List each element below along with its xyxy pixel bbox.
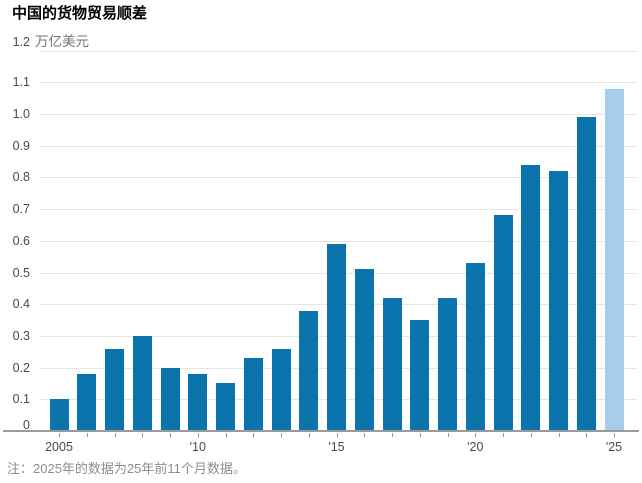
x-axis-tickmark — [253, 432, 255, 437]
x-axis-line — [3, 430, 639, 432]
bar-2007 — [105, 349, 124, 431]
bar-2017 — [382, 298, 402, 431]
x-axis-tickmark — [336, 432, 338, 437]
gridline — [40, 240, 637, 242]
x-axis-tickmark — [59, 432, 60, 437]
bar-2016 — [354, 269, 374, 431]
x-axis-tickmark — [586, 432, 588, 437]
x-axis-tickmark — [503, 432, 504, 437]
x-axis-tickmark — [530, 432, 532, 437]
gridline — [40, 50, 637, 52]
bar-2021 — [493, 215, 513, 431]
bar-2023 — [549, 171, 568, 431]
bar-2015 — [327, 244, 346, 431]
y-axis-tick-label: 0.5 — [12, 265, 30, 280]
x-axis-tickmark — [170, 432, 171, 437]
bar-2018 — [410, 320, 430, 431]
x-axis-tickmark — [308, 432, 310, 437]
bar-2019 — [438, 298, 457, 431]
x-axis-tick-label: '20 — [467, 440, 484, 454]
bar-2008 — [132, 336, 152, 431]
gridline — [40, 82, 637, 84]
y-axis-tick-label: 0.9 — [12, 138, 30, 153]
x-axis-tickmark — [475, 432, 477, 437]
gridline — [40, 209, 637, 211]
x-axis-tickmark — [142, 432, 144, 437]
y-axis-tick-label: 0.2 — [12, 360, 30, 375]
y-axis-tick-label: 0 — [23, 418, 30, 432]
x-axis-tickmark — [225, 432, 227, 437]
bar-2020 — [465, 263, 485, 431]
y-axis-tick-label: 0.4 — [12, 297, 30, 312]
x-axis-tickmark — [281, 432, 282, 437]
bar-2022 — [521, 165, 541, 431]
bar-2024 — [576, 117, 596, 431]
x-axis-tickmark — [614, 432, 615, 437]
y-axis-tick-label: 1.0 — [12, 107, 30, 121]
x-axis-tickmark — [558, 432, 560, 437]
x-axis-tickmark — [392, 432, 393, 437]
bar-2010 — [188, 374, 208, 431]
chart-title: 中国的货物贸易顺差 — [12, 5, 148, 22]
x-axis-tick-label: '10 — [189, 440, 206, 454]
y-axis-tick-label: 0.8 — [12, 170, 30, 185]
x-axis-tickmark — [86, 432, 88, 437]
y-axis-tick-label: 0.7 — [12, 202, 30, 217]
x-axis-tickmark — [114, 432, 116, 437]
x-axis-tickmark — [364, 432, 366, 437]
gridline — [40, 145, 637, 147]
x-axis-tick-label: '15 — [328, 440, 345, 454]
bar-2014 — [299, 311, 319, 431]
bar-2009 — [160, 368, 180, 431]
gridline — [40, 114, 637, 115]
y-axis-tick-label: 0.3 — [12, 328, 30, 343]
bar-2013 — [271, 349, 291, 431]
y-axis-tick-label: 0.1 — [12, 392, 30, 407]
x-axis-tickmark — [447, 432, 449, 437]
x-axis-tick-label: 2005 — [45, 440, 73, 454]
bar-2011 — [216, 383, 235, 431]
chart-footnote: 注：2025年的数据为25年前11个月数据。 — [7, 461, 246, 476]
x-axis-tickmark — [419, 432, 421, 437]
gridline — [40, 177, 637, 179]
bar-2025 — [604, 89, 624, 431]
y-axis-unit-label: 万亿美元 — [35, 34, 89, 49]
y-axis-tick-label: 1.1 — [12, 75, 30, 90]
bar-2005 — [49, 399, 69, 431]
y-axis-tick-label: 0.6 — [12, 233, 30, 248]
bar-2012 — [243, 358, 263, 431]
x-axis-tickmark — [197, 432, 199, 437]
x-axis-tick-label: '25 — [605, 440, 623, 454]
bar-2006 — [77, 374, 97, 431]
y-axis-top-tick-label: 1.2 — [12, 35, 30, 49]
